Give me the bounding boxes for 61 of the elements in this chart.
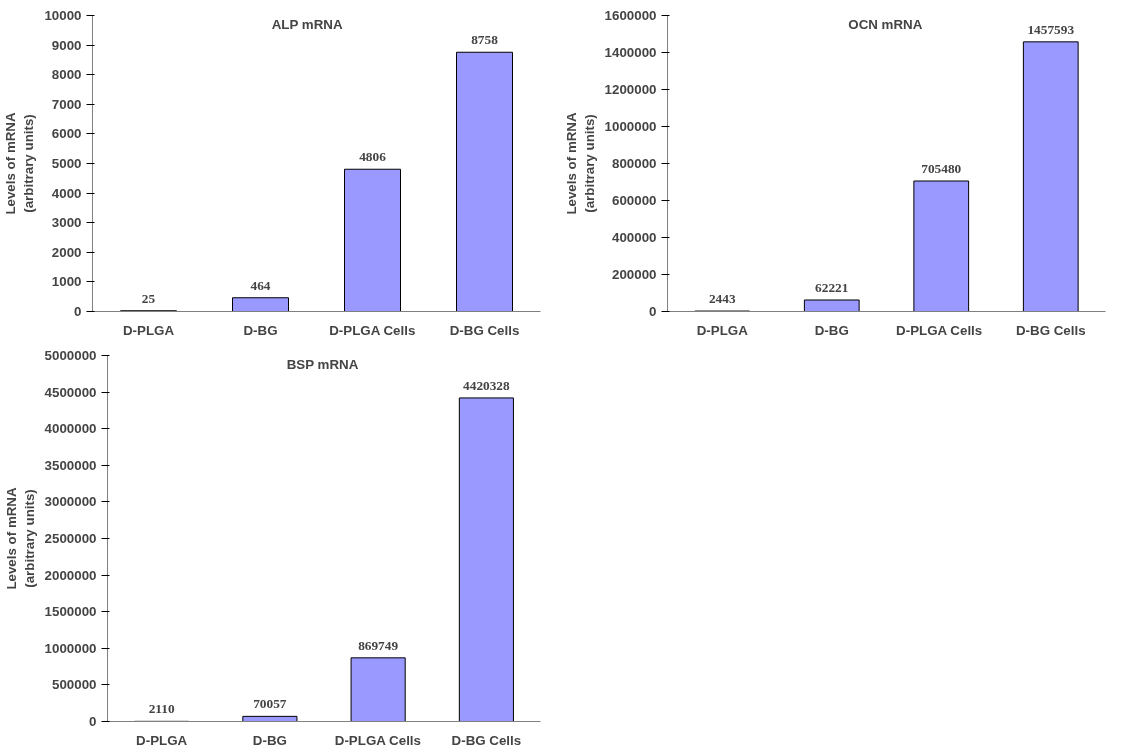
y-tick-label: 1000000 [604,119,657,134]
data-label: 705480 [921,160,962,176]
y-tick-label: 3000000 [44,494,97,510]
chart-title: BSP mRNA [286,356,359,372]
data-label: 25 [141,290,156,306]
chart-title: OCN mRNA [848,16,923,32]
x-tick-label: D-PLGA [696,322,749,338]
y-tick-label: 2000000 [44,567,97,583]
y-tick-label: 200000 [612,267,657,282]
y-axis-title: Levels of mRNA (arbitrary units) [3,112,37,215]
y-tick-label: 10000 [44,8,82,23]
y-tick-label: 3500000 [44,457,97,473]
x-tick-label: D-BG [252,732,287,748]
y-axis-title: Levels of mRNA (arbitrary units) [3,487,37,590]
y-tick-label: 1600000 [604,8,657,23]
x-tick-label: D-BG Cells [451,732,522,748]
y-tick-label: 3000 [51,215,82,231]
x-tick-label: D-BG [814,322,849,338]
chart-title: ALP mRNA [271,16,343,32]
y-tick-label: 1000000 [44,640,97,656]
data-label: 869749 [358,637,399,653]
y-tick-label: 400000 [612,230,657,245]
y-tick-label: 4000 [51,185,82,201]
data-label: 70057 [253,696,287,712]
y-tick-label: 0 [74,304,82,319]
x-tick-label: D-PLGA [122,322,175,338]
y-tick-label: 1400000 [604,45,657,60]
y-tick-label: 5000 [51,156,82,171]
y-tick-label: 500000 [52,677,97,693]
x-tick-label: D-BG Cells [1015,322,1086,338]
y-tick-label: 4500000 [44,384,97,400]
y-tick-label: 6000 [51,126,82,142]
y-axis-title: Levels of mRNA (arbitrary units) [563,112,597,215]
x-tick-label: D-PLGA Cells [329,322,416,338]
x-tick-label: D-BG Cells [449,322,520,338]
data-label: 62221 [815,279,849,295]
y-tick-label: 5000000 [44,348,97,363]
data-label: 2443 [708,291,736,307]
y-tick-label: 0 [649,304,657,319]
y-tick-label: 2500000 [44,531,97,546]
data-label: 1457593 [1027,21,1075,37]
y-tick-label: 800000 [612,156,657,171]
x-tick-label: D-PLGA [136,732,188,748]
data-label: 4420328 [463,377,511,393]
data-label: 2110 [148,701,175,717]
y-tick-label: 9000 [51,37,82,53]
y-tick-label: 0 [89,714,97,729]
data-label: 4806 [359,149,387,165]
y-tick-label: 1200000 [604,82,657,97]
y-tick-label: 7000 [51,96,82,112]
y-tick-label: 2000 [51,244,82,260]
data-label: 464 [250,277,271,293]
y-tick-label: 600000 [612,193,657,208]
x-tick-label: D-PLGA Cells [896,322,983,338]
y-tick-label: 8000 [51,67,82,83]
y-tick-label: 1500000 [44,604,97,620]
x-tick-label: D-PLGA Cells [334,732,421,748]
data-label: 8758 [471,32,499,48]
x-tick-label: D-BG [243,322,278,338]
y-tick-label: 4000000 [44,421,97,437]
y-tick-label: 1000 [51,274,82,290]
